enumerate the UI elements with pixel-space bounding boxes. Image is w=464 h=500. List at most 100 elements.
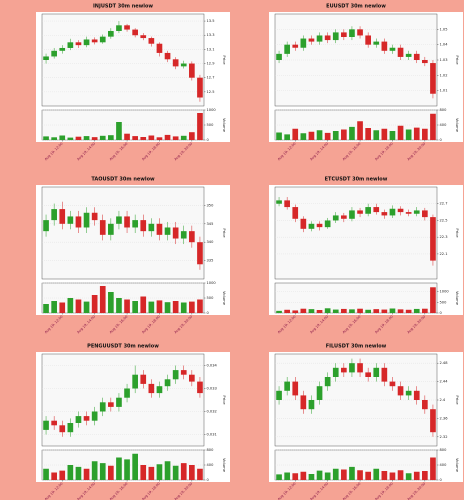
candle-body (148, 383, 155, 394)
x-tick-label: Aug 19, 16:00 (109, 142, 129, 162)
volume-bar (381, 471, 388, 480)
x-tick-label: Aug 19, 16:00 (342, 482, 362, 500)
candle-body (276, 200, 282, 204)
volume-bar (422, 128, 428, 140)
y-tick-label: 22.3 (440, 235, 448, 239)
volume-bar (365, 128, 371, 140)
volume-tick-label: 400 (440, 123, 448, 127)
volume-bar (132, 453, 138, 480)
volume-bar (116, 122, 122, 140)
candle-body (413, 390, 420, 400)
volume-bar (300, 471, 307, 480)
volume-tick-label: 1000 (207, 281, 217, 285)
x-tick-label: Aug 19, 20:00 (406, 142, 426, 162)
candle-body (365, 35, 371, 45)
candle-body (108, 223, 114, 235)
volume-bar (300, 308, 307, 313)
x-tick-label: Aug 19, 12:00 (44, 315, 64, 335)
volume-bar (156, 464, 163, 480)
candle-body (308, 400, 315, 410)
x-tick-label: Aug 19, 20:00 (406, 315, 426, 335)
candle-body (389, 47, 396, 51)
volume-bar (99, 286, 106, 313)
candle-body (430, 63, 436, 94)
candle-body (381, 41, 388, 51)
candle-body (422, 210, 428, 218)
y-tick-label: 340 (207, 240, 215, 244)
volume-bar (308, 309, 315, 313)
volume-bar (341, 469, 347, 480)
candle-body (140, 35, 147, 39)
candle-body (365, 207, 371, 214)
candle-body (276, 53, 282, 60)
candle-body (180, 63, 187, 67)
volume-bar (67, 137, 74, 140)
x-tick-label: Aug 19, 12:00 (277, 315, 297, 335)
volume-bar (316, 130, 323, 140)
candle-body (164, 52, 171, 60)
candle-body (99, 36, 106, 43)
candle-body (284, 200, 290, 208)
volume-bar (430, 287, 436, 313)
y-tick-label: 2.44 (440, 380, 449, 384)
candle-body (132, 220, 138, 228)
candle-body (75, 416, 82, 423)
candle-body (67, 423, 74, 433)
volume-bar (349, 466, 355, 480)
candle-body (405, 390, 412, 396)
volume-bar (405, 473, 412, 480)
y-tick-label: 22.7 (440, 202, 448, 206)
volume-tick-label: 0 (440, 478, 443, 482)
volume-bar (341, 308, 347, 313)
volume-bar (148, 466, 155, 480)
candle-body (284, 44, 290, 54)
candle-body (148, 223, 155, 232)
volume-bar (430, 457, 436, 480)
x-tick-label: Aug 19, 14:00 (309, 142, 329, 162)
x-tick-label: Aug 19, 20:00 (173, 142, 193, 162)
candle-body (180, 231, 187, 239)
x-tick-label: Aug 19, 14:00 (309, 482, 329, 500)
volume-bar (108, 292, 114, 313)
y-tick-label: 1.02 (440, 73, 448, 77)
candle-body (91, 411, 98, 421)
volume-tick-label: 0 (207, 311, 210, 315)
candle-body (381, 212, 388, 216)
volume-bar (422, 471, 428, 480)
volume-bar (124, 459, 130, 480)
candle-body (308, 38, 315, 42)
volume-tick-label: 1000 (207, 108, 217, 112)
candle-body (300, 38, 307, 48)
volume-bar (389, 131, 396, 140)
volume-bar (108, 135, 114, 140)
candle-body (357, 363, 363, 373)
volume-bar (413, 308, 420, 313)
volume-bar (413, 127, 420, 140)
volume-bar (172, 465, 179, 480)
candle-body (140, 374, 147, 384)
volume-bar (180, 302, 187, 313)
candle-body (51, 420, 57, 426)
candle-body (397, 208, 404, 213)
volume-bar (300, 133, 307, 140)
candle-body (292, 207, 299, 219)
volume-bar (308, 131, 315, 140)
candle-body (124, 216, 130, 228)
candle-body (413, 210, 420, 214)
volume-bar (332, 309, 339, 313)
candle-body (430, 409, 436, 433)
x-tick-label: Aug 19, 18:00 (141, 315, 161, 335)
chart-title: FILUSDT 30m newlow (326, 344, 387, 350)
y-axis-label: Price (222, 395, 227, 405)
candle-body (197, 77, 203, 98)
volume-axis-label: Volume (455, 118, 460, 133)
candle-body (108, 30, 114, 37)
y-tick-label: 0.033 (207, 387, 217, 391)
candle-body (124, 388, 130, 398)
volume-bar (140, 296, 147, 313)
volume-axis-label: Volume (222, 458, 227, 473)
candle-body (124, 25, 130, 30)
x-tick-label: Aug 19, 12:00 (277, 482, 297, 500)
candle-body (284, 381, 290, 391)
